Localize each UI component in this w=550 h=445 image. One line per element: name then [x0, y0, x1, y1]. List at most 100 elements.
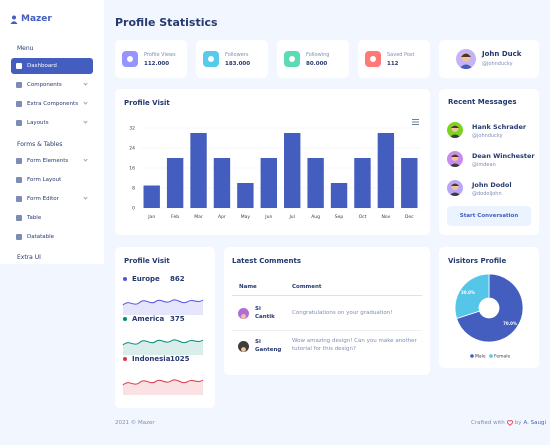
bar[interactable] — [401, 158, 418, 208]
bookmark-icon — [365, 51, 381, 67]
sidebar-item-dashboard[interactable]: Dashboard — [11, 58, 93, 74]
sidebar-item-components[interactable]: Components — [11, 77, 93, 93]
avatar — [456, 49, 476, 69]
sidebar: Mazer Menu Dashboard Components Extra Comp… — [0, 0, 104, 264]
eye-icon — [122, 51, 138, 67]
profile-card[interactable]: John Duck @johnducky — [439, 40, 539, 78]
y-tick-label: 8 — [132, 186, 135, 192]
bar[interactable] — [260, 158, 277, 208]
footer-copyright: 2021 © Mazer — [115, 420, 155, 426]
sidebar-item-label: Form Elements — [27, 158, 69, 164]
sidebar-item-label: Form Layout — [27, 177, 62, 183]
components-icon — [16, 82, 22, 88]
sparkline — [122, 299, 204, 315]
profile-handle: @johnducky — [482, 61, 513, 67]
pie-slice[interactable] — [456, 273, 524, 343]
message-sender-name[interactable]: Dean Winchester — [472, 152, 535, 160]
sidebar-item-form-elements[interactable]: Form Elements — [11, 153, 93, 169]
region-visit-title: Profile Visit — [124, 257, 170, 265]
region-dot — [123, 357, 127, 361]
x-tick-label: Jun — [264, 214, 272, 220]
footer-credit: Crafted with by A. Saugi — [471, 420, 546, 426]
footer-crafted: Crafted with — [471, 420, 505, 426]
pie-data-label: 70.0% — [503, 321, 517, 326]
brand-logo[interactable]: Mazer — [10, 14, 52, 24]
latest-comments-card: Latest Comments Name Comment Si Cantik Co… — [224, 247, 430, 375]
sidebar-item-label: Dashboard — [27, 63, 57, 69]
stat-label: Following — [306, 52, 330, 58]
hamburger-icon[interactable] — [412, 119, 419, 125]
sidebar-item-form-editor[interactable]: Form Editor — [11, 191, 93, 207]
x-tick-label: Sep — [335, 214, 344, 220]
sidebar-item-layouts[interactable]: Layouts — [11, 115, 93, 131]
bar[interactable] — [190, 133, 207, 208]
pie-chart: 70.0% 30.0% Male Female — [454, 273, 524, 360]
form-layout-icon — [16, 177, 22, 183]
sidebar-item-form-layout[interactable]: Form Layout — [11, 172, 93, 188]
table-icon — [16, 215, 22, 221]
visitors-profile-card: Visitors Profile 70.0% 30.0% Male Female — [439, 247, 539, 368]
start-conversation-button[interactable]: Start Conversation — [447, 206, 531, 226]
stat-label: Followers — [225, 52, 249, 58]
stat-label: Profile Views — [144, 52, 176, 58]
sidebar-item-label: Extra Components — [27, 101, 79, 107]
chevron-down-icon — [83, 157, 88, 162]
x-tick-label: May — [241, 214, 251, 220]
heart-icon — [506, 420, 513, 426]
legend-marker — [489, 354, 493, 358]
pie-slice[interactable] — [454, 273, 490, 320]
bar[interactable] — [143, 185, 160, 209]
message-sender-name[interactable]: Hank Schrader — [472, 123, 527, 131]
bar[interactable] — [166, 158, 184, 208]
page-title: Profile Statistics — [115, 16, 218, 29]
stat-label: Saved Post — [387, 52, 415, 58]
stat-value: 80.000 — [306, 61, 328, 67]
message-sender-name[interactable]: John Dodol — [472, 181, 512, 189]
visitors-profile-title: Visitors Profile — [448, 257, 507, 265]
comments-header-name: Name — [239, 284, 257, 290]
legend-marker — [470, 354, 474, 358]
brand-name: Mazer — [21, 14, 52, 24]
form-editor-icon — [16, 196, 22, 202]
region-value: 375 — [170, 315, 185, 323]
bar[interactable] — [330, 183, 348, 208]
bar[interactable] — [213, 158, 231, 208]
bar[interactable] — [284, 133, 301, 208]
pie-data-label: 30.0% — [461, 290, 475, 295]
sidebar-item-datatable[interactable]: Datatable — [11, 229, 93, 245]
stat-card: Followers 183.000 — [196, 40, 268, 78]
sidebar-item-table[interactable]: Table — [11, 210, 93, 226]
x-tick-label: Feb — [171, 214, 179, 220]
region-country: America — [132, 315, 165, 323]
profile-name: John Duck — [482, 50, 522, 58]
x-tick-label: Nov — [381, 214, 390, 220]
sidebar-item-label: Components — [27, 82, 62, 88]
message-sender-handle: @dodoljohn — [472, 191, 502, 197]
bar[interactable] — [307, 158, 324, 208]
x-tick-label: Apr — [218, 214, 226, 220]
sidebar-item-label: Datatable — [27, 234, 55, 240]
sidebar-item-label: Table — [27, 215, 42, 221]
x-tick-label: Dec — [405, 214, 414, 220]
dashboard-icon — [16, 63, 22, 69]
bar[interactable] — [354, 158, 371, 208]
x-tick-label: Oct — [359, 214, 367, 220]
sidebar-item-label: Layouts — [27, 120, 49, 126]
avatar — [447, 180, 463, 196]
footer-author-link[interactable]: A. Saugi — [523, 420, 547, 426]
bar[interactable] — [377, 133, 395, 208]
forms-section-title: Forms & Tables — [17, 141, 63, 148]
stat-value: 112 — [387, 61, 399, 67]
extra-components-icon — [16, 101, 22, 107]
chart-title: Profile Visit — [124, 99, 170, 107]
profile-visit-chart-card: Profile Visit 0 8 16 24 32 Jan Feb Mar Apr May Jun… — [115, 89, 430, 235]
chevron-down-icon — [83, 81, 88, 86]
avatar — [238, 308, 249, 319]
region-dot — [123, 317, 127, 321]
stat-value: 112.000 — [144, 61, 170, 67]
bar[interactable] — [237, 183, 254, 208]
latest-comments-title: Latest Comments — [232, 257, 302, 265]
sidebar-item-extra-components[interactable]: Extra Components — [11, 96, 93, 112]
y-tick-label: 16 — [129, 166, 135, 172]
avatar — [447, 122, 463, 138]
